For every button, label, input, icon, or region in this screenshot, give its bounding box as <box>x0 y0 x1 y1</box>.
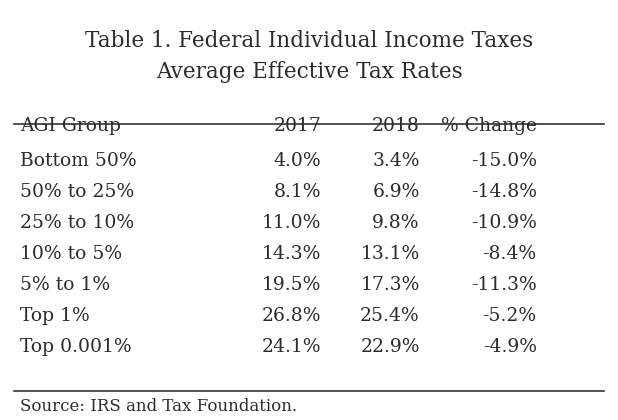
Text: 24.1%: 24.1% <box>262 338 321 356</box>
Text: 22.9%: 22.9% <box>360 338 420 356</box>
Text: Source: IRS and Tax Foundation.: Source: IRS and Tax Foundation. <box>20 398 297 415</box>
Text: -5.2%: -5.2% <box>483 307 536 325</box>
Text: % Change: % Change <box>441 117 536 135</box>
Text: 2018: 2018 <box>372 117 420 135</box>
Text: -15.0%: -15.0% <box>471 152 536 170</box>
Text: -8.4%: -8.4% <box>483 245 536 263</box>
Text: 19.5%: 19.5% <box>262 276 321 294</box>
Text: -4.9%: -4.9% <box>483 338 536 356</box>
Text: 3.4%: 3.4% <box>372 152 420 170</box>
Text: 14.3%: 14.3% <box>262 245 321 263</box>
Text: Average Effective Tax Rates: Average Effective Tax Rates <box>156 61 462 83</box>
Text: 25.4%: 25.4% <box>360 307 420 325</box>
Text: -14.8%: -14.8% <box>471 183 536 201</box>
Text: AGI Group: AGI Group <box>20 117 121 135</box>
Text: Top 1%: Top 1% <box>20 307 90 325</box>
Text: 25% to 10%: 25% to 10% <box>20 214 134 232</box>
Text: -10.9%: -10.9% <box>471 214 536 232</box>
Text: Top 0.001%: Top 0.001% <box>20 338 132 356</box>
Text: 10% to 5%: 10% to 5% <box>20 245 122 263</box>
Text: -11.3%: -11.3% <box>471 276 536 294</box>
Text: 26.8%: 26.8% <box>262 307 321 325</box>
Text: 8.1%: 8.1% <box>274 183 321 201</box>
Text: 9.8%: 9.8% <box>372 214 420 232</box>
Text: 17.3%: 17.3% <box>360 276 420 294</box>
Text: 6.9%: 6.9% <box>373 183 420 201</box>
Text: 13.1%: 13.1% <box>360 245 420 263</box>
Text: 2017: 2017 <box>273 117 321 135</box>
Text: 5% to 1%: 5% to 1% <box>20 276 110 294</box>
Text: 4.0%: 4.0% <box>274 152 321 170</box>
Text: 50% to 25%: 50% to 25% <box>20 183 134 201</box>
Text: Table 1. Federal Individual Income Taxes: Table 1. Federal Individual Income Taxes <box>85 30 533 52</box>
Text: 11.0%: 11.0% <box>262 214 321 232</box>
Text: Bottom 50%: Bottom 50% <box>20 152 137 170</box>
